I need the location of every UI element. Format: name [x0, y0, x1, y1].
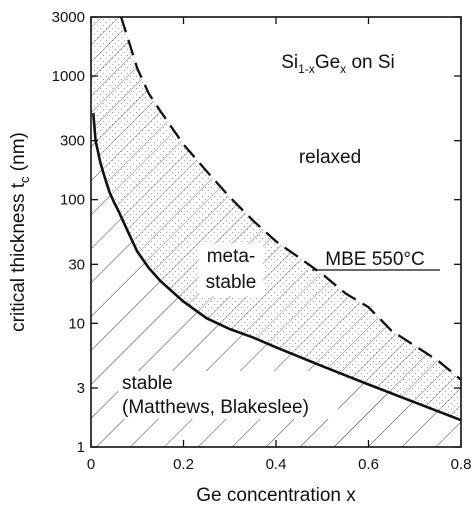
metastable-label-line2: stable	[206, 272, 257, 293]
axis-tick-labels: 1 3 10 30 100 300 1000 3000 0 0.2 0.4 0.6 0.8	[52, 9, 472, 473]
x-tick-label: 0.2	[173, 456, 194, 473]
y-tick-label: 10	[68, 315, 85, 332]
y-tick-label: 1	[77, 439, 85, 456]
metastable-region-hatch	[91, 17, 461, 421]
relaxed-region-label: relaxed	[299, 147, 361, 168]
series-line-mbe	[120, 17, 461, 381]
axis-ticks	[90, 16, 462, 448]
chart-title: Si1-xGex on Si	[281, 52, 395, 76]
stable-region-hatch	[91, 113, 461, 447]
y-tick-label: 3	[77, 380, 85, 397]
meta-label-mask	[199, 244, 263, 296]
stable-label-mask	[118, 371, 338, 419]
x-tick-label: 0.8	[451, 456, 472, 473]
y-axis-title: critical thickness tc (nm)	[8, 132, 32, 332]
x-axis-title: Ge concentration x	[196, 485, 356, 506]
y-tick-label: 30	[68, 256, 85, 273]
series-line-matthews-blakeslee	[92, 113, 461, 422]
stable-label-line2: (Matthews, Blakeslee)	[122, 397, 309, 418]
stable-label-line1: stable	[122, 373, 173, 394]
mbe-label-mask	[308, 247, 442, 271]
y-axis-title-subscript: c	[17, 176, 32, 183]
y-tick-label: 300	[60, 133, 85, 150]
x-tick-label: 0.4	[266, 456, 287, 473]
metastable-label-line1: meta-	[207, 246, 256, 267]
x-tick-label: 0	[87, 456, 95, 473]
x-tick-label: 0.6	[358, 456, 379, 473]
y-tick-label: 3000	[52, 9, 85, 26]
y-tick-label: 100	[60, 192, 85, 209]
mbe-curve-label: MBE 550°C	[325, 249, 424, 270]
y-tick-label: 1000	[52, 68, 85, 85]
